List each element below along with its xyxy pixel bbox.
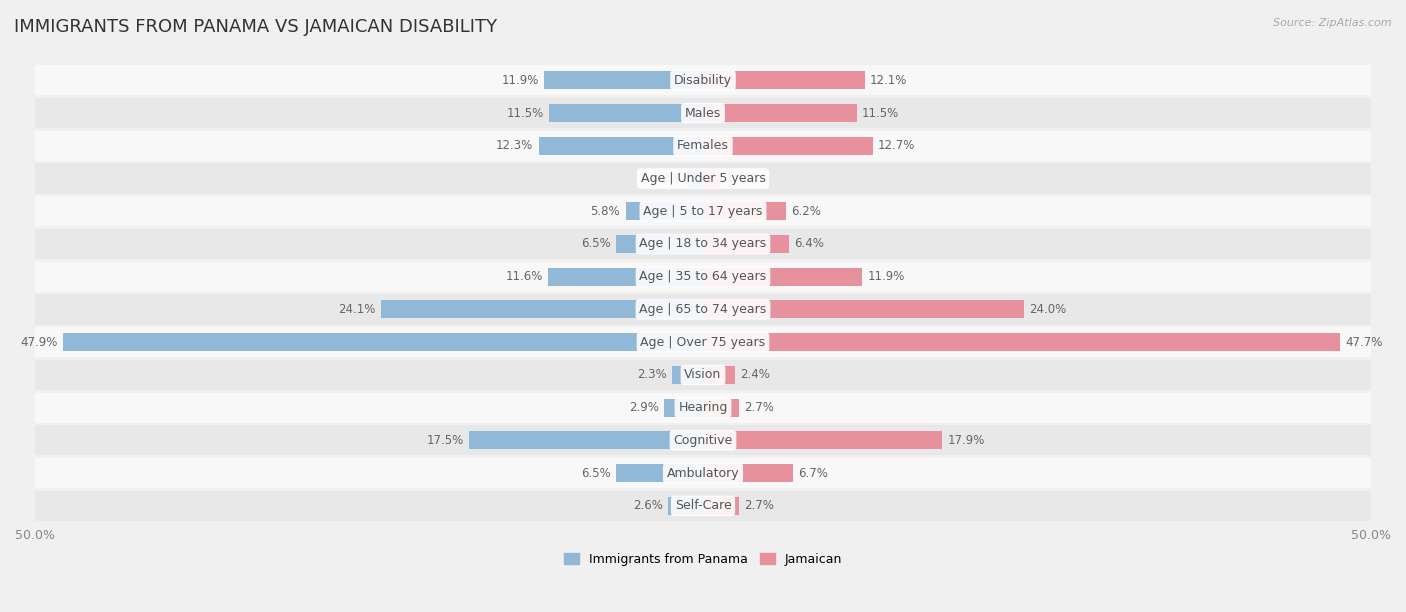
Bar — [703, 235, 789, 253]
Text: 2.9%: 2.9% — [628, 401, 659, 414]
Bar — [35, 294, 1371, 324]
Text: Age | Under 5 years: Age | Under 5 years — [641, 172, 765, 185]
Bar — [35, 393, 1371, 423]
Text: 2.3%: 2.3% — [637, 368, 666, 381]
Text: 1.3%: 1.3% — [725, 172, 755, 185]
Bar — [35, 458, 1371, 488]
Text: 47.9%: 47.9% — [20, 336, 58, 349]
Text: 2.4%: 2.4% — [741, 368, 770, 381]
Bar — [703, 104, 856, 122]
Text: 6.4%: 6.4% — [794, 237, 824, 250]
Bar — [703, 267, 862, 286]
Bar — [688, 170, 703, 187]
Text: 12.1%: 12.1% — [870, 74, 907, 87]
Bar — [703, 464, 793, 482]
Text: IMMIGRANTS FROM PANAMA VS JAMAICAN DISABILITY: IMMIGRANTS FROM PANAMA VS JAMAICAN DISAB… — [14, 18, 498, 36]
Bar — [63, 333, 703, 351]
Legend: Immigrants from Panama, Jamaican: Immigrants from Panama, Jamaican — [558, 548, 848, 571]
Bar — [703, 497, 740, 515]
Text: 12.7%: 12.7% — [877, 140, 915, 152]
Bar — [703, 300, 1024, 318]
Bar — [548, 267, 703, 286]
Text: Ambulatory: Ambulatory — [666, 466, 740, 480]
Bar — [35, 131, 1371, 161]
Text: Vision: Vision — [685, 368, 721, 381]
Bar — [381, 300, 703, 318]
Text: Age | 65 to 74 years: Age | 65 to 74 years — [640, 303, 766, 316]
Bar — [35, 491, 1371, 521]
Bar — [703, 137, 873, 155]
Text: 24.1%: 24.1% — [339, 303, 375, 316]
Text: 11.5%: 11.5% — [862, 106, 900, 119]
Bar — [703, 398, 740, 417]
Bar — [668, 497, 703, 515]
Text: Disability: Disability — [673, 74, 733, 87]
Text: 11.5%: 11.5% — [506, 106, 544, 119]
Bar — [616, 235, 703, 253]
Bar — [703, 170, 720, 187]
Text: 47.7%: 47.7% — [1346, 336, 1384, 349]
Text: 6.7%: 6.7% — [797, 466, 828, 480]
Text: 5.8%: 5.8% — [591, 205, 620, 218]
Text: Source: ZipAtlas.com: Source: ZipAtlas.com — [1274, 18, 1392, 28]
Bar — [703, 366, 735, 384]
Bar — [550, 104, 703, 122]
Text: 24.0%: 24.0% — [1029, 303, 1066, 316]
Text: 6.5%: 6.5% — [581, 466, 610, 480]
Text: 12.3%: 12.3% — [496, 140, 533, 152]
Text: Cognitive: Cognitive — [673, 434, 733, 447]
Text: 17.9%: 17.9% — [948, 434, 984, 447]
Bar — [35, 229, 1371, 259]
Text: Males: Males — [685, 106, 721, 119]
Bar — [538, 137, 703, 155]
Text: Hearing: Hearing — [678, 401, 728, 414]
Bar — [703, 333, 1340, 351]
Text: 2.6%: 2.6% — [633, 499, 662, 512]
Text: 2.7%: 2.7% — [744, 499, 775, 512]
Text: Age | 18 to 34 years: Age | 18 to 34 years — [640, 237, 766, 250]
Text: 6.5%: 6.5% — [581, 237, 610, 250]
Bar — [35, 262, 1371, 292]
Text: 6.2%: 6.2% — [792, 205, 821, 218]
Text: Females: Females — [678, 140, 728, 152]
Bar — [470, 431, 703, 449]
Text: Age | Over 75 years: Age | Over 75 years — [641, 336, 765, 349]
Text: 11.6%: 11.6% — [505, 271, 543, 283]
Text: Self-Care: Self-Care — [675, 499, 731, 512]
Text: 1.2%: 1.2% — [652, 172, 682, 185]
Bar — [35, 360, 1371, 390]
Text: Age | 35 to 64 years: Age | 35 to 64 years — [640, 271, 766, 283]
Bar — [664, 398, 703, 417]
Bar — [703, 431, 942, 449]
Text: Age | 5 to 17 years: Age | 5 to 17 years — [644, 205, 762, 218]
Bar — [35, 425, 1371, 455]
Text: 17.5%: 17.5% — [426, 434, 464, 447]
Bar — [35, 196, 1371, 226]
Bar — [672, 366, 703, 384]
Bar — [616, 464, 703, 482]
Text: 11.9%: 11.9% — [502, 74, 538, 87]
Bar — [35, 327, 1371, 357]
Bar — [35, 65, 1371, 95]
Bar — [626, 202, 703, 220]
Bar — [544, 72, 703, 89]
Text: 2.7%: 2.7% — [744, 401, 775, 414]
Bar — [35, 163, 1371, 193]
Bar — [35, 98, 1371, 128]
Bar — [703, 202, 786, 220]
Text: 11.9%: 11.9% — [868, 271, 904, 283]
Bar — [703, 72, 865, 89]
